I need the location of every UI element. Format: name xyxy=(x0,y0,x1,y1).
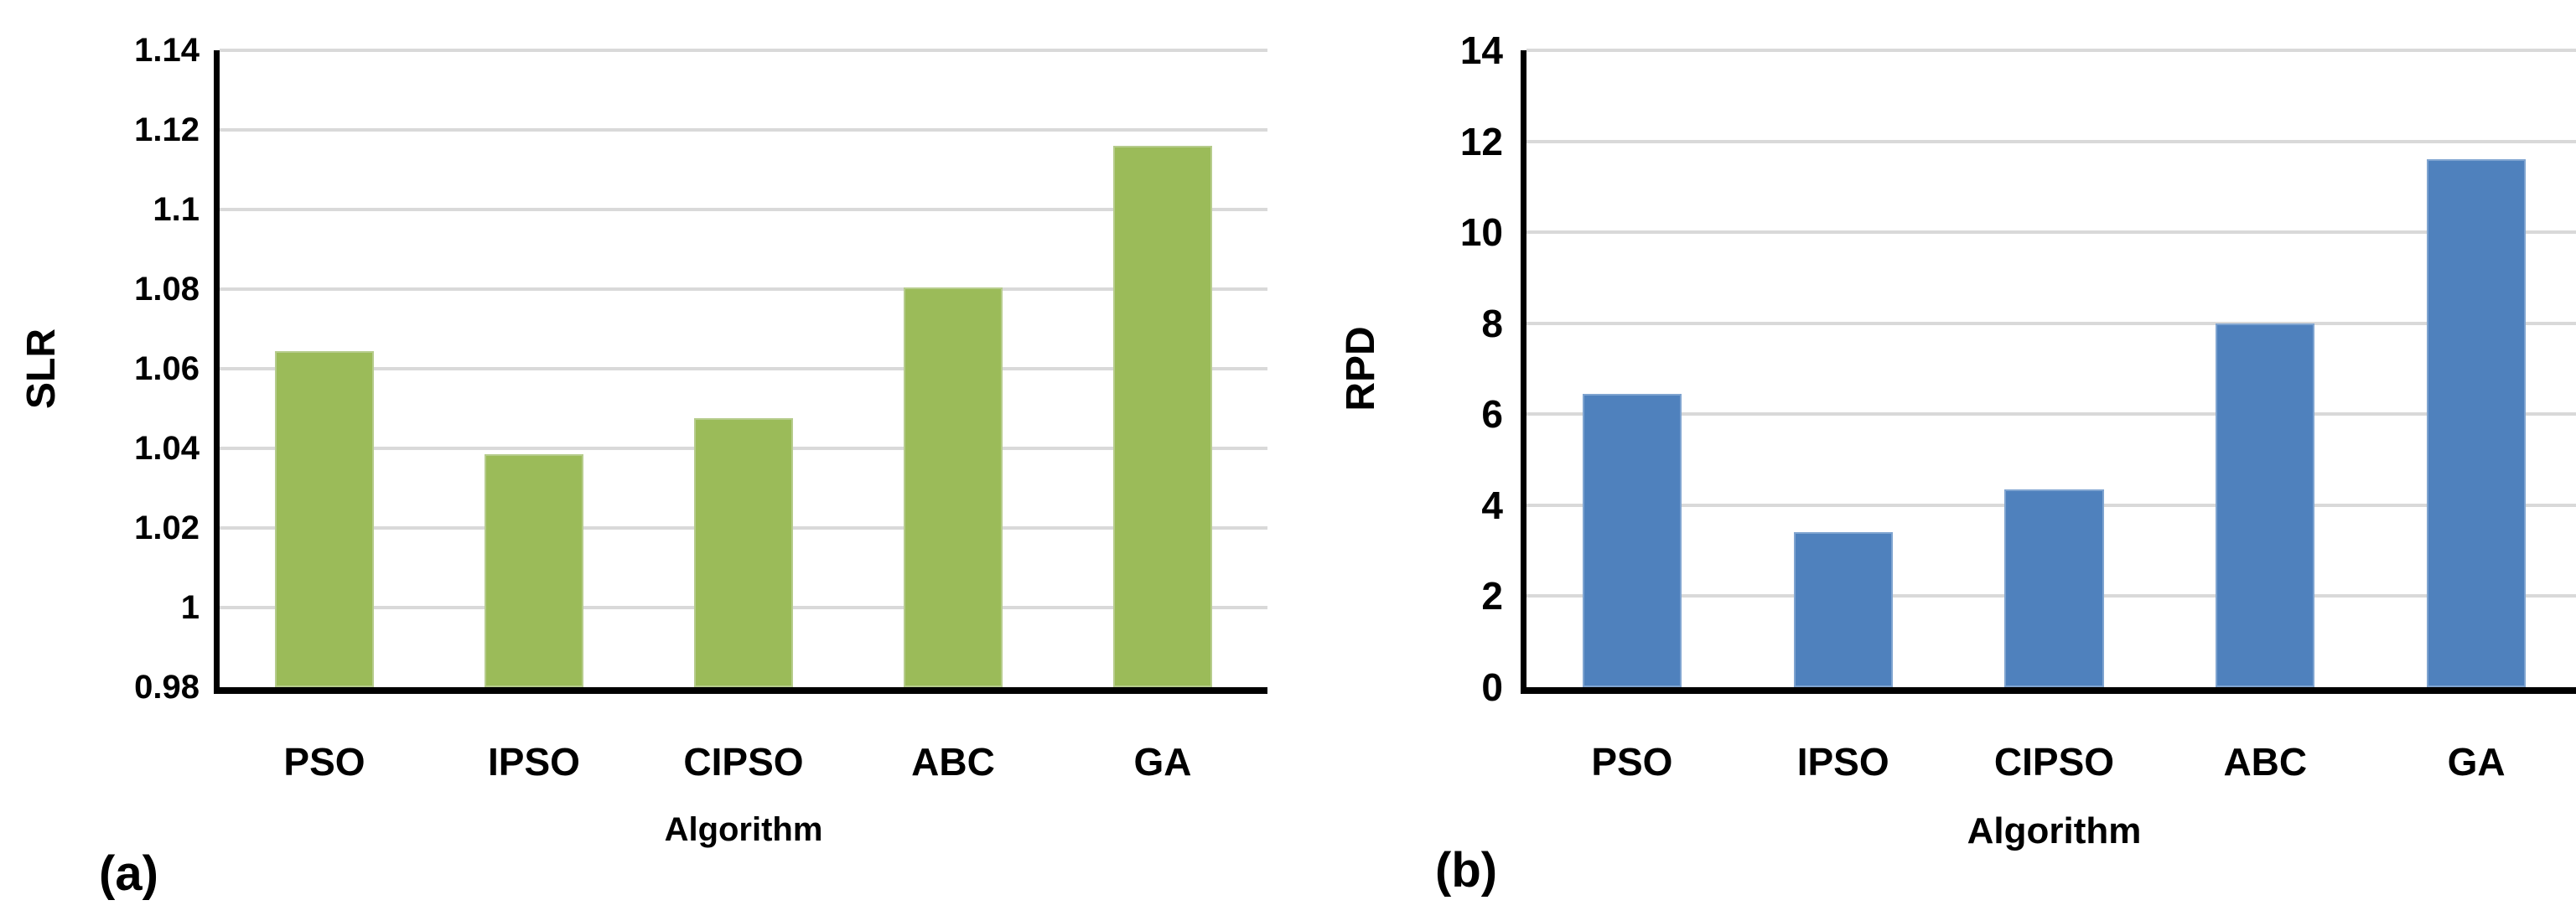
bar-pso xyxy=(275,350,374,687)
y-axis-tick-label: 10 xyxy=(1459,210,1503,255)
gridline xyxy=(220,287,1267,291)
y-axis-tick-label: 1.1 xyxy=(153,191,200,228)
x-axis-tick-label: PSO xyxy=(1591,740,1673,784)
gridline xyxy=(1526,321,2576,325)
gridline xyxy=(220,128,1267,132)
y-axis-tick-label: 12 xyxy=(1459,119,1503,163)
x-axis-title-algorithm-b: Algorithm xyxy=(1967,810,2142,851)
x-axis-title-algorithm-a: Algorithm xyxy=(664,811,823,848)
panel-letter-a: (a) xyxy=(99,846,158,901)
bar-cipso xyxy=(694,418,793,687)
x-axis-tick-label: IPSO xyxy=(1796,740,1889,784)
y-axis-tick-label: 6 xyxy=(1481,392,1503,437)
bar-cipso xyxy=(2004,489,2104,687)
x-axis-tick-label: GA xyxy=(2447,740,2506,784)
x-axis-tick-label: GA xyxy=(1133,740,1192,784)
x-axis-tick-label: CIPSO xyxy=(1993,740,2115,784)
y-axis-title-rpd: RPD xyxy=(1339,326,1383,411)
y-axis-tick-label: 0 xyxy=(1481,665,1503,709)
x-axis-tick-label: PSO xyxy=(283,740,365,784)
y-axis-title-slr: SLR xyxy=(19,329,64,409)
bar-ipso xyxy=(485,454,583,687)
x-axis-tick-label: IPSO xyxy=(488,740,580,784)
y-axis-tick-label: 4 xyxy=(1481,483,1503,527)
bar-ipso xyxy=(1793,532,1893,687)
y-axis-tick-label: 8 xyxy=(1481,301,1503,345)
y-axis-tick-label: 1.08 xyxy=(134,271,200,308)
y-axis-tick-label: 0.98 xyxy=(134,669,200,706)
plot-area-a: SLR Algorithm 0.98 1 1.02 1.04 1.06 1.08 1.1 1.… xyxy=(19,34,1267,846)
y-axis-tick-label: 14 xyxy=(1459,28,1503,72)
gridline xyxy=(1526,412,2576,417)
panel-letter-b: (b) xyxy=(1435,843,1498,898)
gridline xyxy=(220,367,1267,370)
gridline xyxy=(220,49,1267,52)
x-axis-tick-label: ABC xyxy=(911,740,995,784)
plot-area-b: RPD Algorithm 0 2 4 6 8 10 12 14 PSO IPSO CIPSO ABC… xyxy=(1339,31,2576,850)
bar-pso xyxy=(1582,393,1682,687)
y-axis-tick-label: 1.02 xyxy=(134,510,200,546)
y-axis-tick-label: 1.12 xyxy=(134,111,200,148)
gridline xyxy=(220,208,1267,211)
gridline xyxy=(1526,230,2576,235)
y-axis-tick-label: 1 xyxy=(180,589,200,626)
bar-abc xyxy=(904,287,1003,687)
gridline xyxy=(1526,139,2576,143)
x-axis-tick-label: ABC xyxy=(2223,740,2308,784)
y-axis-tick-label: 2 xyxy=(1481,574,1503,618)
x-axis-tick-label: CIPSO xyxy=(683,740,804,784)
bar-ga xyxy=(2426,159,2527,687)
y-axis-tick-label: 1.04 xyxy=(134,430,200,467)
bar-abc xyxy=(2216,323,2315,687)
gridline xyxy=(1526,49,2576,52)
y-axis-tick-label: 1.06 xyxy=(134,350,200,387)
y-axis-tick-label: 1.14 xyxy=(134,32,200,69)
bar-ga xyxy=(1113,146,1212,687)
